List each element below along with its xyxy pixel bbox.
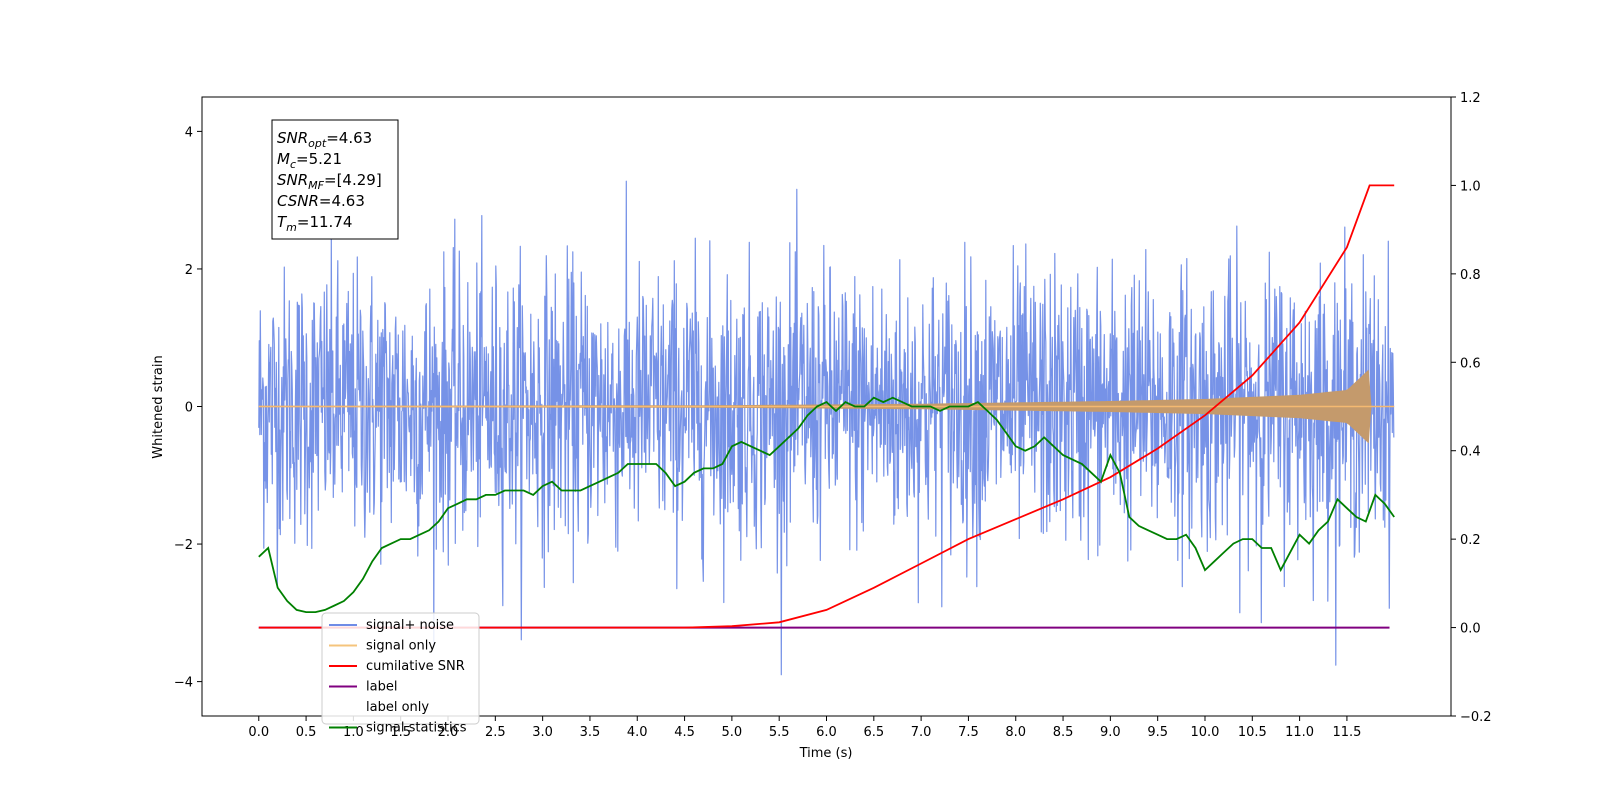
legend-label: cumilative SNR — [366, 659, 465, 674]
x-tick-label: 0.0 — [248, 725, 269, 740]
x-tick-label: 10.5 — [1238, 725, 1267, 740]
x-tick-label: 10.0 — [1191, 725, 1220, 740]
x-tick-label: 4.5 — [674, 725, 695, 740]
series-signal-statistics-line — [258, 396, 1395, 613]
x-tick-label: 2.5 — [485, 725, 506, 740]
legend-label: signal+ noise — [366, 618, 454, 633]
legend: signal+ noise signal only cumilative SNR la… — [321, 612, 480, 736]
y2-tick-label: 0.4 — [1460, 445, 1481, 460]
x-tick-label: 3.5 — [580, 725, 601, 740]
x-tick-label: 9.0 — [1100, 725, 1121, 740]
x-tick-label: 7.0 — [911, 725, 932, 740]
x-tick-label: 8.0 — [1005, 725, 1026, 740]
y-axis-left: −4 −2 0 2 4 — [174, 125, 202, 691]
info-line: SNRopt=4.63 — [277, 129, 372, 150]
x-tick-label: 9.5 — [1147, 725, 1168, 740]
x-tick-label: 2.0 — [438, 725, 459, 740]
x-axis-label: Time (s) — [799, 746, 853, 761]
y2-tick-label: 0.2 — [1460, 533, 1481, 548]
legend-frame — [321, 612, 480, 725]
y2-tick-label: 0.8 — [1460, 268, 1481, 283]
y2-tick-label: −0.2 — [1460, 710, 1492, 725]
series-cumilative-snr-line — [258, 184, 1395, 629]
y-tick-label: 4 — [185, 125, 193, 140]
legend-label: label — [366, 680, 397, 695]
y-axis-label: Whitened strain — [151, 355, 166, 458]
info-line: Mc=5.21 — [277, 150, 342, 171]
x-tick-label: 6.0 — [816, 725, 837, 740]
x-tick-label: 7.5 — [958, 725, 979, 740]
y-tick-label: 2 — [185, 263, 193, 278]
y2-tick-label: 0.6 — [1460, 356, 1481, 371]
x-tick-label: 0.5 — [296, 725, 317, 740]
legend-label: signal statistics — [366, 721, 467, 736]
y-tick-label: −2 — [174, 538, 193, 553]
x-tick-label: 3.0 — [532, 725, 553, 740]
y2-tick-label: 1.0 — [1460, 179, 1481, 194]
x-tick-label: 1.5 — [390, 725, 411, 740]
y-axis-right: −0.2 0.0 0.2 0.4 0.6 0.8 1.0 1.2 — [1451, 91, 1492, 725]
x-tick-label: 11.0 — [1285, 725, 1314, 740]
series-signal-plus-noise-line — [258, 180, 1395, 676]
info-line: CSNR=4.63 — [277, 192, 365, 210]
legend-label: label only — [366, 700, 429, 715]
y-tick-label: −4 — [174, 676, 193, 691]
x-tick-label: 1.0 — [343, 725, 364, 740]
x-tick-label: 11.5 — [1332, 725, 1361, 740]
x-tick-label: 8.5 — [1053, 725, 1074, 740]
x-tick-label: 5.0 — [722, 725, 743, 740]
y2-tick-label: 0.0 — [1460, 622, 1481, 637]
x-axis: 0.0 0.5 1.0 1.5 2.0 2.5 3.0 3.5 4.0 4.5 5.0 5.5 6.0 6… — [248, 716, 1361, 740]
info-line: SNRMF=[4.29] — [277, 171, 382, 192]
legend-label: signal only — [366, 639, 436, 654]
y2-tick-label: 1.2 — [1460, 91, 1481, 106]
x-tick-label: 6.5 — [863, 725, 884, 740]
info-line: Tm=11.74 — [277, 213, 352, 234]
x-tick-label: 4.0 — [627, 725, 648, 740]
x-tick-label: 5.5 — [769, 725, 790, 740]
info-box-frame — [271, 119, 399, 240]
y-tick-label: 0 — [185, 401, 193, 416]
